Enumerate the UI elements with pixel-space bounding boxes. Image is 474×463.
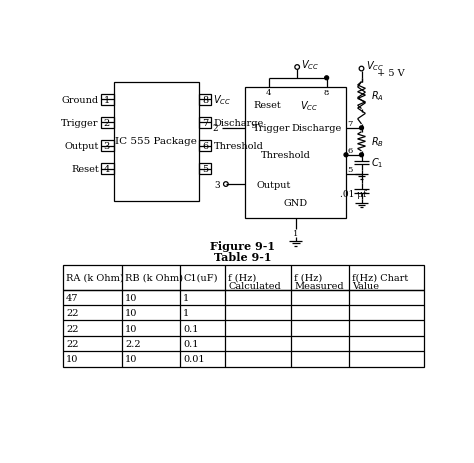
Text: $V_{CC}$: $V_{CC}$ bbox=[366, 59, 384, 73]
Text: Figure 9-1: Figure 9-1 bbox=[210, 241, 275, 251]
Text: 0.1: 0.1 bbox=[183, 324, 199, 333]
Text: Reset: Reset bbox=[253, 101, 281, 110]
Bar bbox=[101, 95, 113, 106]
Text: Measured: Measured bbox=[294, 282, 344, 290]
Text: f (Hz): f (Hz) bbox=[294, 273, 322, 282]
Text: 2.2: 2.2 bbox=[125, 339, 141, 348]
Text: + 5 V: + 5 V bbox=[377, 69, 405, 78]
Text: 1: 1 bbox=[103, 96, 109, 105]
Text: 10: 10 bbox=[66, 355, 79, 363]
Text: Trigger: Trigger bbox=[61, 119, 99, 128]
Text: 22: 22 bbox=[66, 324, 79, 333]
Bar bbox=[63, 265, 423, 367]
Text: 22: 22 bbox=[66, 308, 79, 318]
Text: 7: 7 bbox=[347, 120, 353, 128]
Text: $C_1$: $C_1$ bbox=[371, 156, 383, 170]
Text: Discharge: Discharge bbox=[213, 119, 264, 128]
Text: Calculated: Calculated bbox=[228, 282, 281, 290]
Text: Threshold: Threshold bbox=[213, 142, 264, 151]
Text: GND: GND bbox=[283, 199, 308, 207]
Text: 6: 6 bbox=[202, 142, 208, 151]
Text: 10: 10 bbox=[125, 324, 137, 333]
Text: IC 555 Package: IC 555 Package bbox=[115, 137, 197, 146]
Text: 3: 3 bbox=[215, 180, 220, 189]
Text: Value: Value bbox=[352, 282, 379, 290]
Text: $V_{CC}$: $V_{CC}$ bbox=[213, 93, 232, 107]
Text: 5: 5 bbox=[347, 166, 353, 174]
Text: Table 9-1: Table 9-1 bbox=[214, 251, 272, 263]
Text: 2: 2 bbox=[103, 119, 109, 128]
Bar bbox=[113, 82, 199, 201]
Text: 10: 10 bbox=[125, 293, 137, 302]
Circle shape bbox=[360, 127, 364, 131]
Bar bbox=[245, 88, 346, 219]
Text: 47: 47 bbox=[66, 293, 79, 302]
Text: 6: 6 bbox=[347, 147, 353, 155]
Text: Trigger: Trigger bbox=[253, 124, 291, 133]
Text: 8: 8 bbox=[202, 96, 208, 105]
Text: Discharge: Discharge bbox=[292, 124, 342, 133]
Bar bbox=[101, 164, 113, 175]
Text: f(Hz) Chart: f(Hz) Chart bbox=[352, 273, 409, 282]
Text: 4: 4 bbox=[266, 88, 271, 96]
Text: $V_{CC}$: $V_{CC}$ bbox=[301, 58, 319, 72]
Text: 4: 4 bbox=[103, 165, 109, 174]
Text: 5: 5 bbox=[202, 165, 208, 174]
Text: C1(uF): C1(uF) bbox=[183, 273, 218, 282]
Text: $R_A$: $R_A$ bbox=[371, 88, 384, 102]
Text: Threshold: Threshold bbox=[261, 151, 310, 160]
Circle shape bbox=[344, 154, 348, 157]
Text: 0.01: 0.01 bbox=[183, 355, 205, 363]
Text: $V_{CC}$: $V_{CC}$ bbox=[300, 99, 318, 113]
Text: 1: 1 bbox=[183, 293, 190, 302]
Text: 2: 2 bbox=[212, 124, 218, 133]
Text: 0.1: 0.1 bbox=[183, 339, 199, 348]
Text: Reset: Reset bbox=[71, 165, 99, 174]
Text: 7: 7 bbox=[202, 119, 208, 128]
Text: Output: Output bbox=[64, 142, 99, 151]
Bar bbox=[199, 164, 211, 175]
Text: f (Hz): f (Hz) bbox=[228, 273, 256, 282]
Bar bbox=[101, 118, 113, 129]
Text: Output: Output bbox=[257, 180, 291, 189]
Text: 3: 3 bbox=[103, 142, 109, 151]
Text: $R_B$: $R_B$ bbox=[371, 135, 384, 149]
Text: 8: 8 bbox=[324, 88, 329, 96]
Text: 1: 1 bbox=[293, 230, 298, 238]
Text: RA (k Ohm): RA (k Ohm) bbox=[66, 273, 124, 282]
Bar bbox=[101, 141, 113, 151]
Circle shape bbox=[325, 77, 328, 81]
Bar bbox=[199, 118, 211, 129]
Circle shape bbox=[360, 154, 364, 157]
Text: 1: 1 bbox=[183, 308, 190, 318]
Text: RB (k Ohm): RB (k Ohm) bbox=[125, 273, 183, 282]
Text: 10: 10 bbox=[125, 308, 137, 318]
Text: Ground: Ground bbox=[62, 96, 99, 105]
Text: 10: 10 bbox=[125, 355, 137, 363]
Text: 22: 22 bbox=[66, 339, 79, 348]
Bar bbox=[199, 141, 211, 151]
Bar bbox=[199, 95, 211, 106]
Text: .01 μf: .01 μf bbox=[340, 189, 366, 198]
